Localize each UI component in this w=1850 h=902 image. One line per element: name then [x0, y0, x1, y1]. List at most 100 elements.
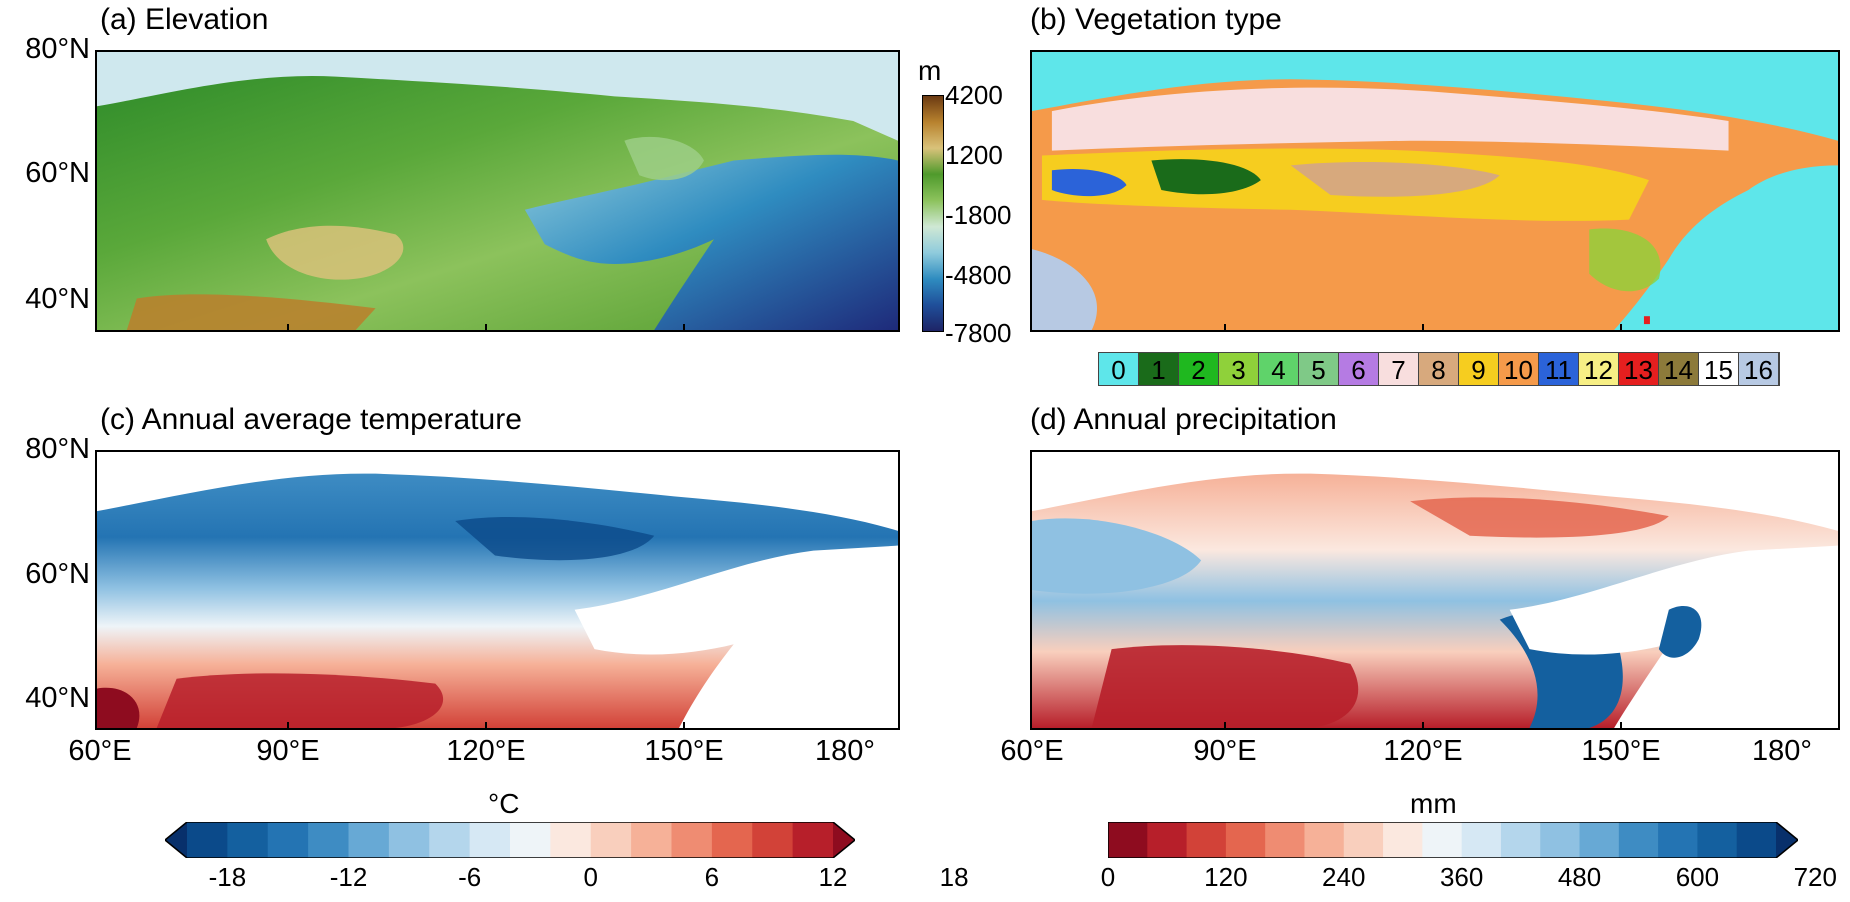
- temperature-colorbar-segment: [227, 822, 269, 858]
- elev-tick-90e: [287, 324, 289, 332]
- temperature-colorbar-segment: [469, 822, 511, 858]
- precipitation-colorbar-segment: [1265, 822, 1305, 858]
- elev-label-2: -1800: [945, 200, 1012, 230]
- temperature-colorbar-segment: [792, 822, 834, 858]
- precipitation-colorbar-segment: [1343, 822, 1384, 858]
- temperature-colorbar-segment: [631, 822, 672, 858]
- temperature-colorbar-segment: [510, 822, 551, 858]
- elev-tick-120e: [485, 324, 487, 332]
- vegetation-class-10: 10: [1499, 353, 1539, 385]
- prec-tick-90e: [1224, 722, 1226, 730]
- elev-label-4: -7800: [945, 318, 1012, 348]
- precipitation-colorbar-segment: [1500, 822, 1541, 858]
- precipitation-colorbar-segment: [1461, 822, 1502, 858]
- lat-label-60n-bottom: 60°N: [25, 558, 90, 590]
- temperature-colorbar-end-high: [833, 822, 855, 858]
- temp-lon-60e: 60°E: [68, 735, 132, 767]
- temperature-colorbar-segment: [187, 822, 228, 858]
- veg-tick-120e: [1422, 324, 1424, 332]
- vegetation-class-0: 0: [1099, 353, 1139, 385]
- vegetation-map: [1030, 50, 1840, 332]
- precipitation-map: [1030, 450, 1840, 730]
- temperature-colorbar-tick-label: -18: [208, 862, 247, 892]
- vegetation-class-13: 13: [1619, 353, 1659, 385]
- vegetation-class-7: 7: [1379, 353, 1419, 385]
- elevation-map: [95, 50, 900, 332]
- vegetation-class-2: 2: [1179, 353, 1219, 385]
- precipitation-colorbar-tick-label: 240: [1322, 862, 1366, 892]
- panel-c-title: (c) Annual average temperature: [100, 403, 522, 436]
- elevation-colorbar: [922, 95, 944, 332]
- precipitation-colorbar-tick-label: 600: [1675, 862, 1720, 892]
- vegetation-class-1: 1: [1139, 353, 1179, 385]
- prec-tick-120e: [1422, 722, 1424, 730]
- precipitation-colorbar-tick-label: 720: [1793, 862, 1837, 892]
- precipitation-colorbar-tick-label: 120: [1204, 862, 1248, 892]
- temperature-colorbar-tick-label: -6: [458, 862, 482, 892]
- elev-label-1: 1200: [945, 140, 1003, 170]
- precipitation-colorbar-outline: [1108, 822, 1798, 858]
- temperature-colorbar-segment: [348, 822, 390, 858]
- temperature-colorbar-tick-label: 0: [583, 862, 598, 892]
- temperature-colorbar-segment: [711, 822, 753, 858]
- vegetation-class-12: 12: [1579, 353, 1619, 385]
- temperature-colorbar-tick-label: 6: [704, 862, 720, 892]
- panel-b-title: (b) Vegetation type: [1030, 3, 1282, 36]
- veg-tick-90e: [1224, 324, 1226, 332]
- temperature-colorbar-segment: [590, 822, 632, 858]
- temperature-colorbar-segment: [388, 822, 430, 858]
- precipitation-colorbar-segment: [1147, 822, 1188, 858]
- lat-label-40n-top: 40°N: [25, 283, 90, 315]
- temp-lon-180: 180°: [815, 735, 875, 767]
- temperature-colorbar-segment: [267, 822, 309, 858]
- panel-d-title: (d) Annual precipitation: [1030, 403, 1337, 436]
- vegetation-class-9: 9: [1459, 353, 1499, 385]
- precipitation-colorbar-segment: [1186, 822, 1227, 858]
- prec-lon-60e: 60°E: [1000, 735, 1064, 767]
- temp-tick-120e: [485, 722, 487, 730]
- elev-tick-150e: [683, 324, 685, 332]
- temperature-colorbar-segment: [308, 822, 349, 858]
- lat-label-80n-top: 80°N: [25, 33, 90, 65]
- prec-lon-180: 180°: [1752, 735, 1812, 767]
- veg-tick-150e: [1620, 324, 1622, 332]
- elevation-unit: m: [918, 55, 942, 86]
- temp-lon-120e: 120°E: [446, 735, 526, 767]
- elev-label-0: 4200: [945, 80, 1003, 110]
- temperature-colorbar-segment: [550, 822, 592, 858]
- temp-lon-90e: 90°E: [256, 735, 320, 767]
- temperature-colorbar-tick-label: 12: [818, 862, 848, 892]
- precipitation-colorbar-segment: [1422, 822, 1463, 858]
- precipitation-colorbar-segment: [1540, 822, 1581, 858]
- vegetation-class-11: 11: [1538, 353, 1579, 385]
- precipitation-colorbar-segment: [1618, 822, 1659, 858]
- temp-tick-90e: [287, 722, 289, 730]
- temp-lon-150e: 150°E: [644, 735, 724, 767]
- precipitation-colorbar-segment: [1736, 822, 1777, 858]
- elev-label-3: -4800: [945, 260, 1012, 290]
- precipitation-colorbar-tick-label: 480: [1557, 862, 1602, 892]
- vegetation-class-15: 15: [1698, 353, 1739, 385]
- precipitation-colorbar-segment: [1304, 822, 1345, 858]
- vegetation-class-8: 8: [1419, 353, 1459, 385]
- lat-label-80n-bottom: 80°N: [25, 433, 90, 465]
- panel-a-title: (a) Elevation: [100, 3, 269, 36]
- vegetation-legend: 0 1 2 3 4 5 6 7 8 9 10 11 12 13 14 15 16: [1098, 352, 1780, 386]
- temperature-colorbar-end-low: [165, 822, 187, 858]
- vegetation-class-5: 5: [1299, 353, 1339, 385]
- lat-label-40n-bottom: 40°N: [25, 682, 90, 714]
- precipitation-colorbar-tick-label: 0: [1100, 862, 1116, 892]
- precipitation-colorbar-segment: [1697, 822, 1738, 858]
- vegetation-class-3: 3: [1219, 353, 1259, 385]
- temperature-colorbar: [165, 822, 855, 858]
- precipitation-colorbar: [1108, 822, 1798, 858]
- lat-label-60n-top: 60°N: [25, 157, 90, 189]
- prec-lon-150e: 150°E: [1581, 735, 1661, 767]
- temperature-unit: °C: [488, 788, 520, 819]
- vegetation-class-16: 16: [1739, 353, 1779, 385]
- precipitation-colorbar-segment: [1658, 822, 1698, 858]
- precipitation-colorbar-tick-label: 360: [1439, 862, 1484, 892]
- temperature-colorbar-segment: [752, 822, 794, 858]
- temperature-colorbar-segment: [671, 822, 713, 858]
- precipitation-colorbar-segment: [1383, 822, 1423, 858]
